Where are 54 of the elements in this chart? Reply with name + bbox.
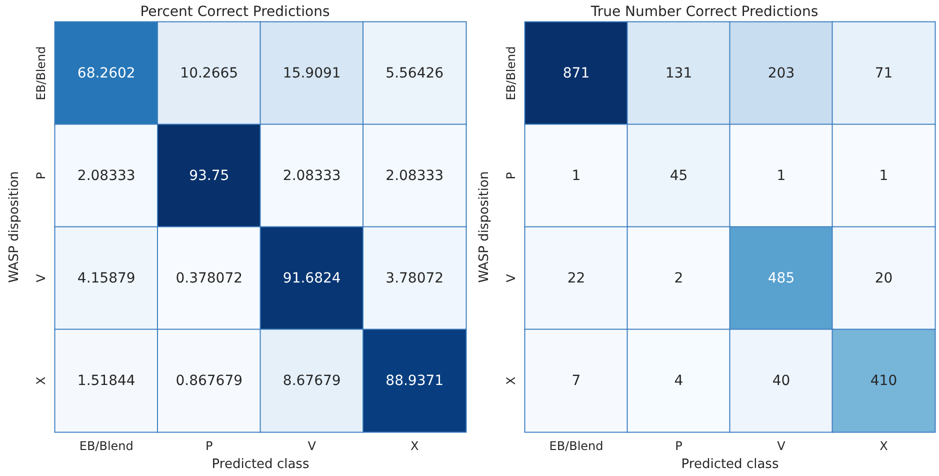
data-label: 88.9371 — [386, 372, 444, 389]
data-label: 15.9091 — [282, 65, 341, 82]
data-label: 1.51844 — [77, 372, 136, 389]
y-tick-label: X — [34, 376, 48, 385]
data-label: 7 — [572, 372, 581, 389]
data-label: 91.6824 — [282, 270, 341, 286]
data-label: 10.2665 — [180, 65, 238, 82]
data-label: 203 — [768, 65, 795, 82]
chart-title: True Number Correct Predictions — [590, 4, 818, 20]
x-axis-title: Predicted class — [681, 457, 779, 472]
data-label: 68.2602 — [77, 65, 136, 82]
y-axis-title: WASP disposition — [7, 171, 22, 283]
y-tick-label: EB/Blend — [504, 46, 518, 100]
data-label: 0.867679 — [176, 372, 243, 389]
data-label: 0.378072 — [176, 270, 243, 286]
data-label: 2 — [674, 270, 684, 286]
data-label: 93.75 — [189, 168, 230, 184]
data-label: 8.67679 — [282, 372, 341, 389]
data-label: 871 — [562, 65, 590, 82]
data-label: 485 — [768, 270, 795, 286]
x-tick-label: X — [410, 439, 419, 453]
y-tick-label: V — [504, 273, 518, 282]
data-label: 131 — [665, 65, 692, 82]
y-tick-label: V — [34, 273, 48, 282]
x-tick-label: V — [308, 439, 317, 453]
data-label: 5.56426 — [386, 65, 444, 82]
data-label: 4 — [674, 372, 684, 389]
data-label: 71 — [874, 65, 893, 82]
data-label: 410 — [870, 372, 898, 389]
data-label: 3.78072 — [386, 270, 444, 286]
y-tick-label: X — [504, 376, 518, 385]
data-label: 1 — [776, 168, 786, 184]
data-label: 40 — [772, 372, 790, 389]
y-tick-label: P — [34, 172, 48, 180]
data-label: 1 — [572, 168, 581, 184]
y-axis-title: WASP disposition — [477, 171, 492, 283]
data-label: 45 — [670, 168, 688, 184]
y-tick-label: EB/Blend — [34, 46, 48, 100]
x-tick-label: P — [675, 439, 682, 453]
x-tick-label: V — [777, 439, 786, 453]
x-tick-label: X — [880, 439, 888, 453]
data-label: 1 — [879, 168, 888, 184]
x-tick-label: EB/Blend — [79, 439, 134, 453]
x-tick-label: EB/Blend — [549, 439, 604, 453]
data-label: 2.08333 — [386, 168, 444, 184]
x-axis-title: Predicted class — [212, 457, 310, 472]
chart-title: Percent Correct Predictions — [140, 4, 330, 20]
x-tick-label: P — [206, 439, 213, 453]
y-tick-label: P — [504, 172, 518, 180]
data-label: 2.08333 — [282, 168, 341, 184]
data-label: 2.08333 — [77, 168, 136, 184]
data-label: 20 — [874, 270, 893, 286]
data-label: 4.15879 — [77, 270, 136, 286]
data-label: 22 — [567, 270, 586, 286]
